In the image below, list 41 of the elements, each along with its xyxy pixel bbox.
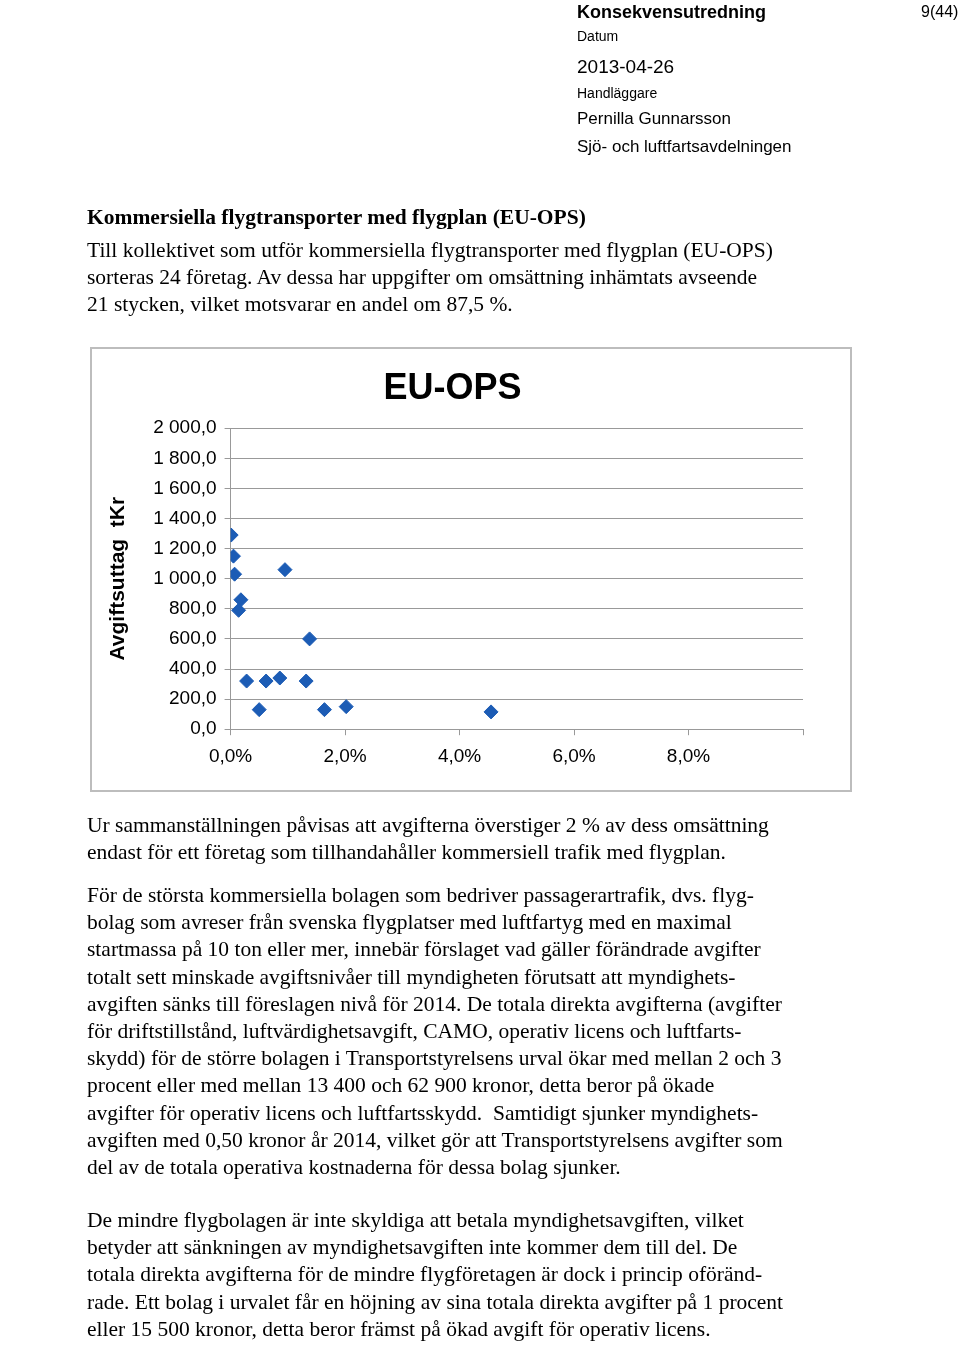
- y-tick-label: 1 600,0: [153, 476, 217, 498]
- x-tick-label: 6,0%: [552, 744, 596, 766]
- x-tick-label: 0,0%: [208, 744, 253, 766]
- text: Ur sammanställningen påvisas att avgifterna överstiger 2 % av dess omsättning endast för ett företag som tillhandahåller kommersiell trafik med flygplan.: [87, 812, 769, 867]
- y-tick-label: 600,0: [169, 627, 217, 649]
- x-tick-label: 8,0%: [666, 744, 711, 766]
- y-tick-label: 200,0: [169, 687, 217, 709]
- point: [302, 631, 318, 647]
- text: De mindre flygbolagen är inte skyldiga att betala myndighetsavgiften, vilket betyder att sänkningen av myndighetsavgiften inte kommer dem till del. De totala direkta avgifterna för de mindre flygföretagen är dock i princip oföränd- rade. Ett bolag i urvalet får en höjning av sina totala direkta avgifter på 1 procent eller 15 500 kronor, detta beror främst på ökad avgift för operativ licens.: [87, 1207, 784, 1343]
- point: [239, 673, 255, 689]
- text: Kommersiella flygtransporter med flygplan (EU-OPS): [87, 204, 586, 231]
- point: [272, 670, 288, 686]
- point: [277, 562, 293, 578]
- text: 2013-04-26: [577, 56, 675, 78]
- y-tick-label: 400,0: [169, 657, 217, 679]
- text: Konsekvensutredning: [577, 2, 767, 23]
- y-tick-label: 1 400,0: [153, 506, 217, 528]
- point: [231, 602, 247, 618]
- x-tick-label: 2,0%: [323, 744, 367, 766]
- y-tick-label: 2 000,0: [153, 416, 217, 438]
- text: 9(44): [921, 3, 959, 21]
- text: Sjö- och luftfartsavdelningen: [577, 137, 792, 157]
- point: [251, 702, 267, 718]
- y-tick-label: 800,0: [169, 597, 217, 619]
- point: [338, 699, 354, 715]
- text: Pernilla Gunnarsson: [577, 109, 732, 129]
- text: Handläggare: [577, 85, 658, 101]
- text: För de största kommersiella bolagen som bedriver passagerartrafik, dvs. flyg- bolag som avreser från svenska flygplatser med luftfartyg med en maximal startmassa på 10 ton eller mer, innebär förslaget vad gäller förändrade avgifter totalt sett minskade avgiftsnivåer till myndigheten förutsatt att myndighets- avgiften sänks till föreslagen nivå för 2014. De totala direkta avgifterna (avgifter för driftstillstånd, luftvärdighetsavgift, CAMO, operativ licens och luftfarts- skydd) för de större bolagen i Transportstyrelsens urval ökar med mellan 2 och 3 procent eller med mellan 13 400 och 62 900 kronor, detta beror på ökade avgifter för operativ licens och luftfartsskydd. Samtidigt sjunker myndighets- avgiften med 0,50 kronor år 2014, vilket gör att Transportstyrelsens avgifter som del av de totala operativa kostnaderna för dessa bolag sjunker.: [87, 883, 783, 1180]
- y-tick-label: 0,0: [190, 717, 217, 739]
- text: Till kollektivet som utför kommersiella flygtransporter med flygplan (EU-OPS) sorteras 24 företag. Av dessa har uppgifter om omsättning inhämtats avseende 21 stycken, vilket motsvarar en andel om 87,5 %.: [87, 237, 773, 319]
- chart-title: EU-OPS: [383, 365, 522, 407]
- text: Datum: [577, 28, 619, 44]
- y-axis-title: Avgiftsuttag tKr: [105, 496, 129, 661]
- y-tick-label: 1 000,0: [153, 566, 217, 588]
- y-tick-label: 1 200,0: [153, 536, 217, 558]
- x-tick-label: 4,0%: [437, 744, 482, 766]
- point: [316, 702, 332, 718]
- point: [298, 673, 314, 689]
- point: [258, 673, 274, 689]
- point: [483, 704, 499, 720]
- y-tick-label: 1 800,0: [153, 446, 217, 468]
